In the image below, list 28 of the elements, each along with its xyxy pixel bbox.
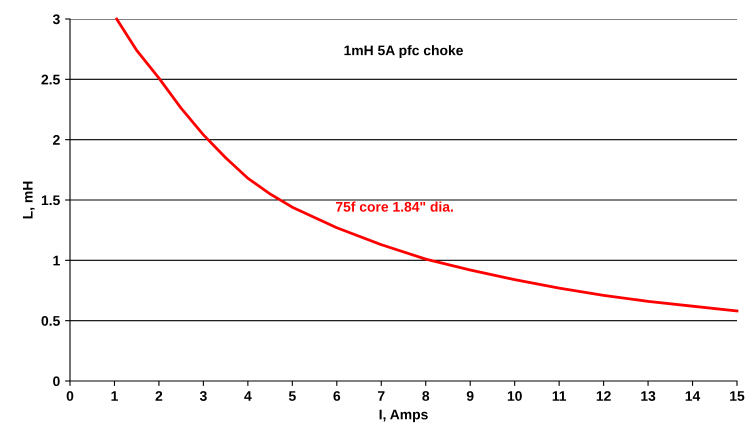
x-tick-label: 7 [378, 391, 385, 401]
x-tick-label: 15 [730, 391, 744, 401]
x-tick-label: 3 [200, 391, 207, 401]
y-tick-label: 1.5 [42, 195, 60, 206]
series-label: 75f core 1.84" dia. [336, 202, 453, 212]
x-axis-title: I, Amps [380, 410, 428, 422]
x-tick-label: 12 [596, 391, 611, 401]
x-tick-label: 0 [66, 391, 74, 401]
y-tick-label: 0 [53, 376, 60, 386]
line-series [115, 18, 738, 312]
x-tick-label: 1 [111, 391, 118, 401]
x-tick-label: 9 [466, 391, 474, 401]
x-tick-label: 4 [244, 391, 252, 401]
x-tick-label: 10 [508, 391, 522, 401]
annotation: 1mH 5A pfc choke [344, 45, 463, 58]
x-tick-label: 8 [422, 391, 430, 401]
y-axis-title: L, mH [22, 182, 35, 218]
x-tick-label: 11 [552, 391, 566, 401]
y-tick-label: 3 [52, 14, 60, 24]
x-tick-label: 14 [686, 391, 700, 401]
y-tick-label: 2 [53, 135, 60, 145]
x-tick-label: 6 [333, 391, 340, 401]
x-tick-label: 13 [641, 391, 656, 401]
y-tick-label: 2.5 [41, 74, 60, 85]
y-tick-label: 0.5 [42, 316, 60, 326]
x-tick-label: 2 [156, 391, 162, 401]
y-tick-label: 1 [53, 256, 60, 266]
x-tick-label: 5 [288, 391, 296, 401]
